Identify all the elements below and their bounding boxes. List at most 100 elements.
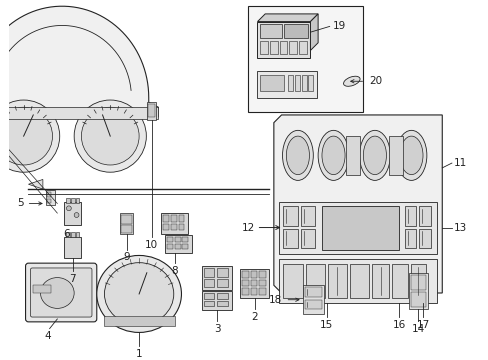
Bar [284, 24, 307, 38]
Text: 7: 7 [69, 274, 76, 284]
Bar [178, 224, 184, 230]
FancyBboxPatch shape [30, 268, 92, 317]
Ellipse shape [104, 263, 173, 325]
Bar [0, 107, 158, 119]
Bar [289, 41, 296, 54]
Bar [404, 229, 415, 248]
Text: 18: 18 [269, 295, 282, 305]
Bar [257, 22, 310, 58]
Bar [260, 76, 284, 91]
Bar [409, 275, 425, 290]
Bar [182, 237, 188, 242]
Bar [71, 232, 75, 237]
Bar [304, 300, 321, 309]
Text: 11: 11 [453, 158, 466, 168]
Bar [76, 198, 79, 203]
FancyBboxPatch shape [25, 263, 97, 322]
Bar [217, 301, 227, 306]
Bar [76, 232, 79, 237]
Bar [64, 202, 81, 225]
Bar [404, 206, 415, 226]
Bar [391, 264, 407, 298]
Bar [408, 273, 427, 309]
Ellipse shape [66, 206, 71, 211]
Bar [167, 244, 172, 249]
Bar [242, 271, 248, 278]
Text: 12: 12 [241, 222, 254, 233]
Bar [250, 271, 257, 278]
Bar [170, 224, 176, 230]
Text: 19: 19 [332, 21, 345, 31]
Bar [283, 206, 297, 226]
Bar [201, 291, 232, 310]
Bar [300, 206, 315, 226]
Ellipse shape [363, 136, 386, 175]
Bar [33, 285, 50, 293]
Bar [409, 292, 425, 307]
Bar [300, 229, 315, 248]
Bar [217, 293, 227, 299]
Ellipse shape [74, 100, 146, 172]
Bar [259, 271, 265, 278]
Bar [250, 288, 257, 295]
Bar [178, 215, 184, 222]
Text: 14: 14 [411, 324, 424, 334]
Bar [308, 76, 313, 91]
Bar [121, 225, 132, 233]
Ellipse shape [41, 278, 74, 309]
Bar [47, 199, 50, 203]
Bar [259, 279, 265, 286]
Text: 2: 2 [251, 312, 257, 322]
Bar [349, 264, 368, 298]
Ellipse shape [0, 100, 60, 172]
Text: 5: 5 [17, 198, 23, 208]
Bar [327, 264, 346, 298]
Text: 13: 13 [453, 222, 466, 233]
Bar [103, 316, 174, 326]
Bar [301, 76, 306, 91]
Bar [305, 264, 324, 298]
Bar [288, 76, 292, 91]
Bar [66, 232, 70, 237]
Bar [147, 104, 155, 117]
Bar [161, 213, 188, 234]
Ellipse shape [359, 130, 389, 180]
Bar [418, 229, 430, 248]
Bar [283, 264, 302, 298]
Bar [167, 237, 172, 242]
Polygon shape [257, 14, 318, 22]
Bar [260, 41, 267, 54]
Text: 17: 17 [416, 320, 429, 330]
Bar [409, 264, 425, 298]
Text: 4: 4 [44, 332, 51, 342]
Polygon shape [273, 115, 441, 293]
Bar [294, 76, 299, 91]
Bar [203, 301, 214, 306]
Bar [242, 279, 248, 286]
Bar [203, 268, 214, 276]
Bar [279, 41, 287, 54]
Bar [304, 287, 321, 297]
Bar [64, 237, 81, 258]
Bar [217, 279, 227, 287]
Text: 6: 6 [63, 229, 70, 239]
Bar [170, 215, 176, 222]
Bar [278, 259, 437, 303]
Bar [278, 202, 437, 255]
Bar [298, 41, 306, 54]
Polygon shape [28, 179, 43, 189]
Text: 16: 16 [391, 320, 405, 330]
Bar [418, 206, 430, 226]
Bar [247, 6, 363, 112]
Ellipse shape [0, 107, 52, 165]
Bar [174, 244, 180, 249]
Bar [388, 136, 402, 175]
Bar [174, 237, 180, 242]
Ellipse shape [395, 130, 426, 180]
Text: 15: 15 [320, 320, 333, 330]
Ellipse shape [318, 130, 348, 180]
Bar [240, 269, 268, 298]
Bar [259, 288, 265, 295]
Bar [165, 235, 192, 253]
Bar [120, 213, 133, 234]
